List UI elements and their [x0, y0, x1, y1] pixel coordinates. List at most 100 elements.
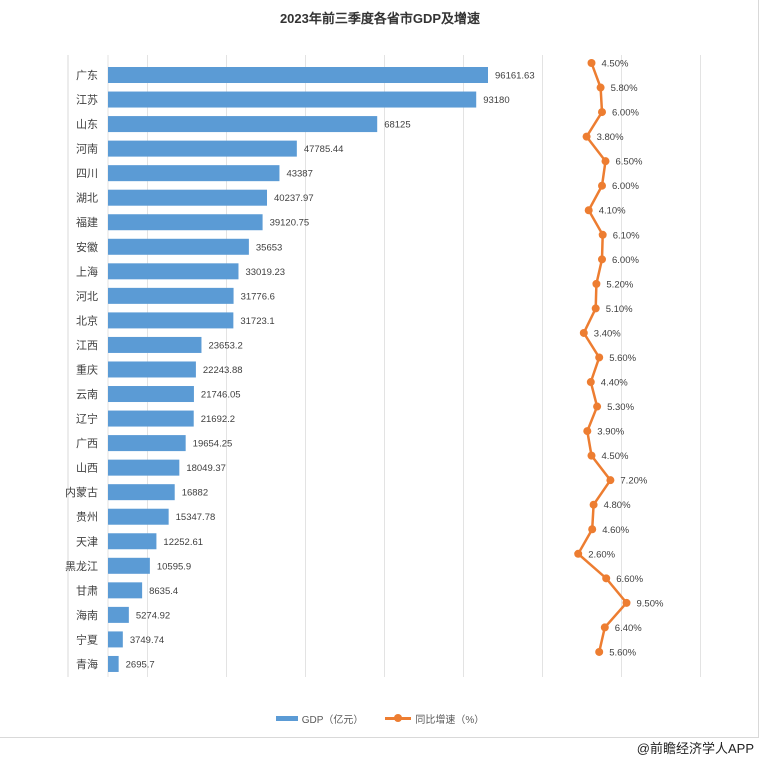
- growth-value-label: 4.80%: [604, 500, 631, 511]
- category-label: 江苏: [76, 94, 98, 107]
- gdp-value-label: 31776.6: [241, 291, 275, 302]
- gdp-value-label: 93180: [483, 95, 509, 106]
- growth-point: [595, 353, 604, 362]
- legend-label-gdp: GDP（亿元）: [301, 715, 364, 726]
- growth-value-label: 5.80%: [611, 83, 638, 94]
- growth-value-label: 6.00%: [612, 181, 639, 192]
- category-label: 河北: [76, 290, 98, 303]
- gdp-value-label: 23653.2: [208, 340, 242, 351]
- gdp-value-label: 21692.2: [201, 414, 235, 425]
- growth-value-label: 6.10%: [613, 230, 640, 241]
- gdp-bar: [108, 459, 180, 476]
- gdp-bar: [108, 508, 169, 525]
- gdp-bar: [108, 116, 378, 133]
- legend-item-growth: 同比增速（%）: [385, 711, 484, 726]
- legend-swatch-line: [385, 714, 412, 722]
- gdp-value-label: 40237.97: [274, 193, 314, 204]
- growth-value-label: 3.40%: [594, 328, 621, 339]
- growth-value-label: 6.00%: [612, 108, 639, 119]
- growth-value-label: 4.60%: [602, 525, 629, 536]
- gdp-value-label: 5274.92: [136, 610, 170, 621]
- category-label: 宁夏: [76, 632, 98, 646]
- growth-point: [587, 59, 596, 67]
- gdp-bar: [108, 336, 202, 353]
- chart-frame: [0, 0, 759, 738]
- growth-point: [591, 304, 600, 313]
- legend-label-growth: 同比增速（%）: [415, 715, 485, 726]
- category-label: 甘肃: [76, 584, 98, 597]
- category-label: 福建: [76, 215, 98, 229]
- gdp-bar: [108, 386, 194, 403]
- gdp-value-label: 2695.7: [126, 659, 155, 670]
- growth-point: [588, 525, 597, 534]
- category-label: 山西: [76, 462, 98, 475]
- growth-value-label: 9.50%: [637, 598, 664, 609]
- growth-point: [622, 598, 631, 607]
- growth-value-label: 3.90%: [597, 427, 624, 438]
- growth-point: [602, 574, 611, 583]
- category-label: 北京: [76, 313, 98, 327]
- gdp-bar: [108, 582, 143, 599]
- legend: GDP（亿元） 同比增速（%）: [0, 711, 760, 726]
- gdp-bar: [108, 91, 477, 108]
- growth-point: [606, 476, 615, 485]
- gdp-bar: [108, 655, 119, 672]
- growth-point: [598, 108, 606, 117]
- growth-value-label: 5.20%: [606, 279, 633, 290]
- growth-value-label: 6.00%: [612, 255, 639, 266]
- category-label: 四川: [76, 168, 98, 180]
- growth-point: [583, 427, 592, 436]
- category-label: 广东: [76, 69, 98, 82]
- growth-value-label: 4.50%: [602, 59, 629, 70]
- category-label: 海南: [76, 608, 98, 622]
- plot-area: 广东 96161.63 江苏 93180 山东 68125 河南 47785.44 四川 4338…: [65, 55, 701, 677]
- gdp-value-label: 19654.25: [193, 439, 233, 450]
- gdp-value-label: 3749.74: [130, 635, 164, 646]
- gdp-value-label: 16882: [182, 488, 208, 499]
- gdp-bar: [108, 312, 234, 329]
- growth-point: [589, 500, 598, 509]
- category-label: 广西: [76, 437, 98, 450]
- growth-point: [601, 157, 610, 166]
- category-label: 天津: [76, 535, 98, 548]
- category-label: 安徽: [76, 240, 98, 254]
- chart-title: 2023年前三季度各省市GDP及增速: [279, 11, 481, 26]
- growth-point: [595, 647, 604, 656]
- category-label: 江西: [76, 339, 98, 352]
- growth-value-label: 5.60%: [609, 647, 636, 658]
- gdp-bar: [108, 361, 196, 378]
- growth-point: [582, 132, 591, 141]
- growth-point: [592, 279, 601, 288]
- gdp-bar: [108, 484, 175, 501]
- growth-point: [579, 328, 588, 337]
- category-label: 黑龙江: [65, 560, 98, 573]
- gdp-value-label: 12252.61: [163, 537, 203, 548]
- gdp-value-label: 35653: [256, 242, 282, 253]
- category-label: 上海: [76, 264, 98, 278]
- growth-point: [598, 181, 606, 190]
- category-label: 重庆: [76, 362, 98, 376]
- gdp-bar: [108, 410, 194, 427]
- growth-value-label: 6.40%: [615, 623, 642, 634]
- gdp-value-label: 39120.75: [270, 218, 310, 229]
- category-label: 青海: [76, 657, 98, 671]
- category-label: 辽宁: [76, 412, 98, 426]
- category-label: 山东: [76, 118, 98, 131]
- growth-point: [600, 623, 609, 632]
- gdp-bar: [108, 435, 186, 452]
- growth-value-label: 7.20%: [620, 476, 647, 487]
- growth-value-label: 4.10%: [599, 206, 626, 217]
- gdp-value-label: 10595.9: [157, 561, 191, 572]
- legend-swatch-bar: [275, 716, 298, 721]
- category-label: 贵州: [76, 511, 98, 524]
- growth-point: [574, 549, 583, 558]
- gdp-bar: [108, 631, 123, 648]
- gdp-bar: [108, 189, 268, 206]
- gdp-value-label: 15347.78: [176, 512, 216, 523]
- growth-point: [584, 206, 593, 215]
- gdp-bar: [108, 238, 249, 255]
- growth-value-label: 5.60%: [609, 353, 636, 364]
- gdp-value-label: 18049.37: [186, 463, 226, 474]
- gdp-value-label: 96161.63: [495, 71, 535, 82]
